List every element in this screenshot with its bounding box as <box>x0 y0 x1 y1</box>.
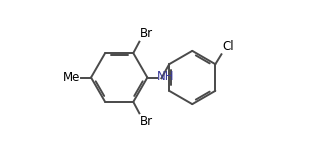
Text: NH: NH <box>157 70 175 83</box>
Text: Me: Me <box>63 71 80 84</box>
Text: Br: Br <box>140 115 153 128</box>
Text: Br: Br <box>140 27 153 40</box>
Text: Cl: Cl <box>222 40 234 53</box>
